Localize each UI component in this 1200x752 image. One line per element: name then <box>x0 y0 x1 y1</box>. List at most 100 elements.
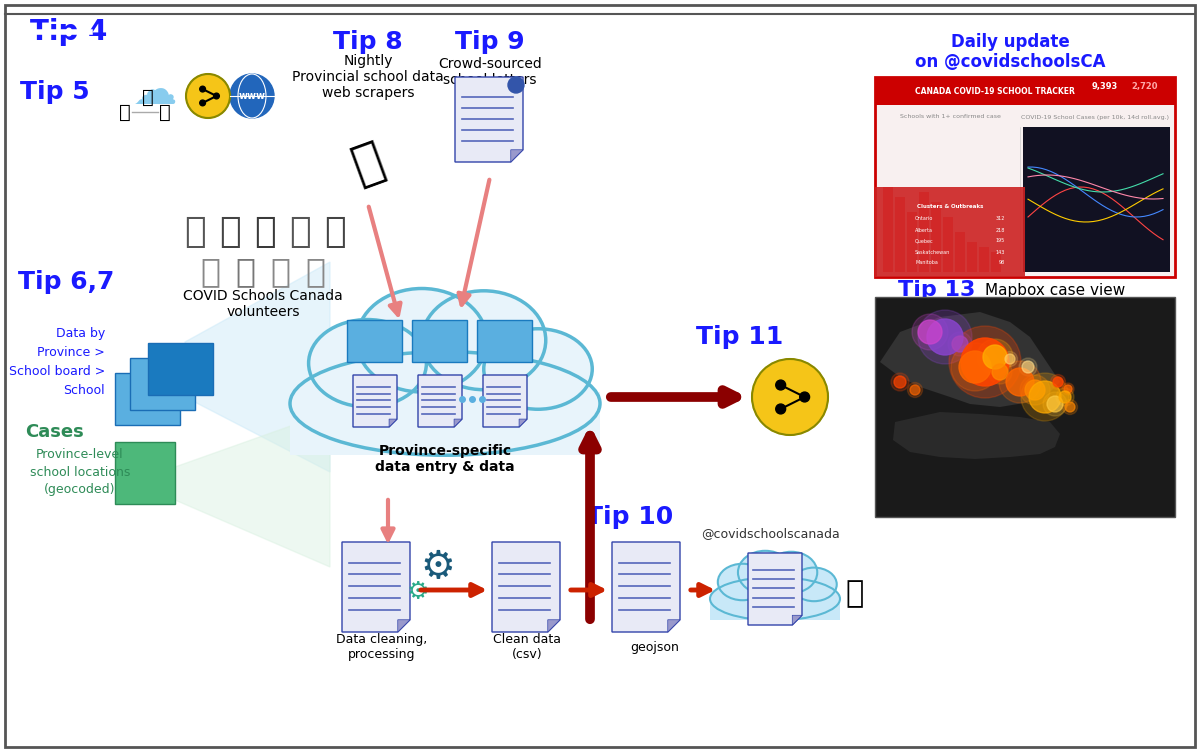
Text: geojson: geojson <box>630 641 679 653</box>
Text: 195: 195 <box>996 238 1006 244</box>
Circle shape <box>1062 399 1078 414</box>
Circle shape <box>799 392 810 402</box>
Ellipse shape <box>308 320 426 407</box>
Circle shape <box>752 359 828 435</box>
Text: Quebec: Quebec <box>916 238 934 244</box>
Circle shape <box>998 361 1042 403</box>
Text: Data by
Province >
School board >
School: Data by Province > School board > School <box>8 327 106 397</box>
Polygon shape <box>748 553 802 625</box>
Polygon shape <box>482 375 527 427</box>
Ellipse shape <box>290 352 600 455</box>
Text: Schools with 1+ confirmed case: Schools with 1+ confirmed case <box>900 114 1001 120</box>
Text: Cases: Cases <box>25 423 84 441</box>
Circle shape <box>199 100 205 106</box>
Circle shape <box>959 351 991 383</box>
Circle shape <box>928 319 964 355</box>
Circle shape <box>1046 396 1063 412</box>
Circle shape <box>508 77 524 93</box>
FancyBboxPatch shape <box>875 187 1025 277</box>
Polygon shape <box>342 542 410 632</box>
Bar <box>290 392 600 455</box>
Text: 👤: 👤 <box>184 215 206 249</box>
Text: Alberta: Alberta <box>916 228 934 232</box>
Polygon shape <box>792 615 802 625</box>
Text: 👤: 👤 <box>254 215 276 249</box>
Polygon shape <box>667 620 680 632</box>
Circle shape <box>1025 380 1045 400</box>
Text: 👤: 👤 <box>235 256 256 289</box>
Text: 143: 143 <box>996 250 1006 254</box>
FancyBboxPatch shape <box>955 232 965 272</box>
Circle shape <box>961 338 1009 386</box>
Polygon shape <box>880 312 1060 407</box>
Circle shape <box>988 360 1012 384</box>
Text: COVID Schools Canada
volunteers: COVID Schools Canada volunteers <box>184 289 343 319</box>
Polygon shape <box>418 375 462 427</box>
Circle shape <box>1062 383 1074 395</box>
Polygon shape <box>185 262 330 472</box>
Circle shape <box>910 385 920 395</box>
Circle shape <box>199 86 205 92</box>
Polygon shape <box>397 620 410 632</box>
Circle shape <box>1020 375 1050 405</box>
Text: Manitoba: Manitoba <box>916 260 938 265</box>
Circle shape <box>890 373 910 391</box>
Text: 98: 98 <box>998 260 1006 265</box>
FancyBboxPatch shape <box>347 320 402 362</box>
Text: Tip 4: Tip 4 <box>30 18 107 46</box>
Text: @covidschoolscanada: @covidschoolscanada <box>701 527 839 541</box>
Circle shape <box>1054 377 1063 387</box>
Circle shape <box>1064 385 1072 393</box>
Ellipse shape <box>484 329 593 409</box>
FancyBboxPatch shape <box>895 197 905 272</box>
Text: 👤: 👤 <box>220 215 241 249</box>
Text: Tip 8: Tip 8 <box>334 30 403 54</box>
Text: 👤: 👤 <box>324 215 346 249</box>
Circle shape <box>1030 381 1061 413</box>
Polygon shape <box>454 419 462 427</box>
FancyBboxPatch shape <box>130 358 194 410</box>
Circle shape <box>1002 351 1018 366</box>
Text: 2,720: 2,720 <box>1132 82 1158 91</box>
Text: Province-level
school locations
(geocoded): Province-level school locations (geocode… <box>30 448 130 496</box>
Text: 9,393: 9,393 <box>1092 82 1118 91</box>
FancyBboxPatch shape <box>943 217 953 272</box>
Text: Tip 10: Tip 10 <box>587 505 673 529</box>
Text: Clean data
(csv): Clean data (csv) <box>493 633 562 661</box>
FancyBboxPatch shape <box>875 77 1175 105</box>
Text: Saskatchewan: Saskatchewan <box>916 250 950 254</box>
Text: Data cleaning,
processing: Data cleaning, processing <box>336 633 427 661</box>
Circle shape <box>948 332 972 356</box>
Circle shape <box>952 336 968 352</box>
FancyBboxPatch shape <box>412 320 467 362</box>
Polygon shape <box>353 375 397 427</box>
Polygon shape <box>492 542 560 632</box>
Circle shape <box>1056 388 1074 406</box>
FancyBboxPatch shape <box>478 320 532 362</box>
Ellipse shape <box>791 568 836 601</box>
Circle shape <box>983 345 1007 369</box>
Circle shape <box>1060 391 1072 403</box>
FancyBboxPatch shape <box>875 77 1175 277</box>
Circle shape <box>1022 361 1034 373</box>
Text: 👤: 👤 <box>200 256 220 289</box>
Text: Clusters & Outbreaks: Clusters & Outbreaks <box>917 205 983 210</box>
Ellipse shape <box>718 564 767 600</box>
Text: Tip 13: Tip 13 <box>898 280 976 300</box>
Circle shape <box>1019 358 1037 376</box>
Text: Daily update
on @covidschoolsCA: Daily update on @covidschoolsCA <box>914 32 1105 71</box>
Circle shape <box>894 376 906 388</box>
Text: 👤: 👤 <box>289 215 311 249</box>
FancyBboxPatch shape <box>875 297 1175 517</box>
Text: Tip 6,7: Tip 6,7 <box>18 270 114 294</box>
Text: ⚙: ⚙ <box>420 548 456 586</box>
Text: Province-specific
data entry & data: Province-specific data entry & data <box>376 444 515 474</box>
FancyBboxPatch shape <box>883 187 893 272</box>
Text: ☁: ☁ <box>133 71 178 114</box>
FancyBboxPatch shape <box>967 242 977 272</box>
Text: Crowd-sourced
school letters: Crowd-sourced school letters <box>438 57 542 87</box>
Ellipse shape <box>421 291 546 390</box>
Circle shape <box>214 93 220 99</box>
Circle shape <box>1043 392 1067 416</box>
Text: COVID-19 School Cases (per 10k, 14d roll.avg.): COVID-19 School Cases (per 10k, 14d roll… <box>1021 114 1169 120</box>
